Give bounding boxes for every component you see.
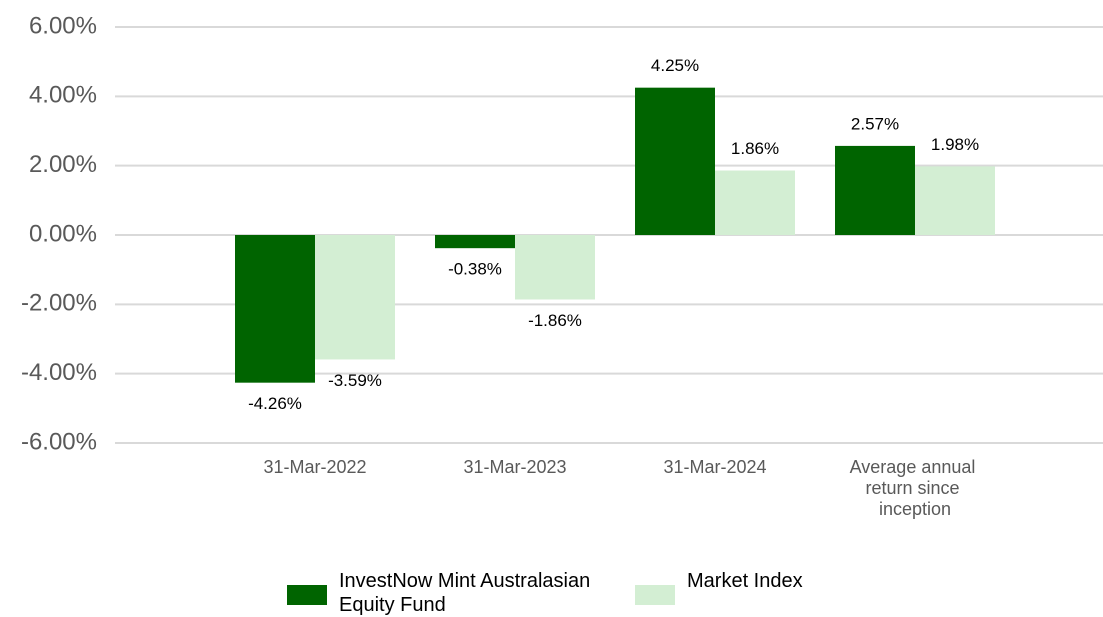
data-label: 1.86%	[731, 139, 779, 158]
x-tick-label: 31-Mar-2024	[663, 457, 766, 477]
data-label: -0.38%	[448, 260, 502, 279]
y-tick-label: -2.00%	[21, 290, 97, 317]
bar	[235, 235, 315, 383]
y-tick-label: 0.00%	[29, 220, 97, 247]
y-tick-label: 4.00%	[29, 82, 97, 109]
bar	[715, 170, 795, 235]
y-tick-label: -4.00%	[21, 359, 97, 386]
bar	[515, 235, 595, 300]
data-label: 1.98%	[931, 135, 979, 154]
bar	[635, 87, 715, 236]
y-tick-label: -6.00%	[21, 428, 97, 455]
data-label: -4.26%	[248, 394, 302, 413]
data-label: -3.59%	[328, 371, 382, 390]
data-label: -1.86%	[528, 311, 582, 330]
data-label: 4.25%	[651, 56, 699, 75]
y-tick-label: 2.00%	[29, 151, 97, 178]
data-label: 2.57%	[851, 114, 899, 133]
legend-swatch	[287, 585, 327, 605]
bar	[315, 235, 395, 360]
bar	[915, 166, 995, 235]
legend-label: InvestNow Mint Australasian Equity Fund	[339, 570, 596, 616]
x-tick-label: Average annual return since inception	[850, 457, 981, 519]
x-tick-label: 31-Mar-2023	[463, 457, 566, 477]
bar	[835, 145, 915, 235]
legend-label: Market Index	[687, 570, 803, 592]
y-tick-label: 6.00%	[29, 12, 97, 39]
bar	[435, 235, 515, 249]
x-tick-label: 31-Mar-2022	[263, 457, 366, 477]
legend-swatch	[635, 585, 675, 605]
